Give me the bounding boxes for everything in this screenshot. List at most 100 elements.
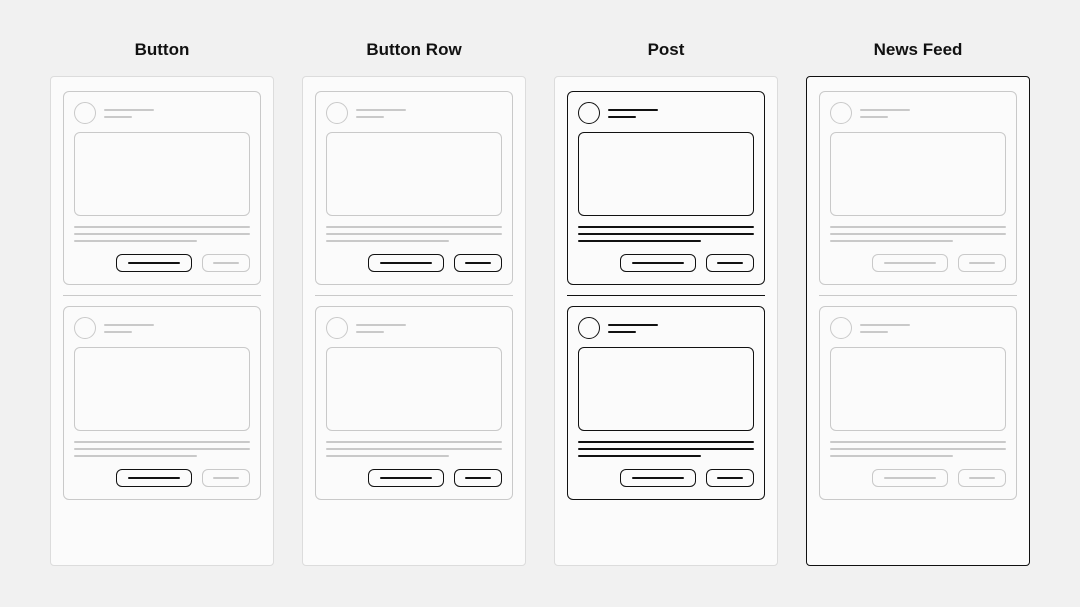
button-row	[830, 254, 1006, 272]
secondary-button[interactable]	[706, 469, 754, 487]
meta-line	[860, 331, 888, 333]
feed-divider	[315, 295, 513, 296]
post-card	[567, 306, 765, 500]
text-lines	[74, 441, 250, 457]
text-line	[74, 233, 250, 235]
button-row	[74, 254, 250, 272]
post-meta	[104, 324, 154, 333]
post-card	[315, 91, 513, 285]
primary-button[interactable]	[620, 254, 696, 272]
button-label-line	[969, 477, 995, 479]
meta-line	[356, 331, 384, 333]
text-lines	[578, 441, 754, 457]
text-lines	[326, 441, 502, 457]
meta-line	[608, 324, 658, 326]
secondary-button[interactable]	[202, 469, 250, 487]
meta-line	[608, 116, 636, 118]
phone-frame	[554, 76, 778, 566]
button-label-line	[969, 262, 995, 264]
image-placeholder	[578, 132, 754, 216]
primary-button[interactable]	[872, 469, 948, 487]
post-meta	[608, 109, 658, 118]
text-lines	[578, 226, 754, 242]
button-row	[830, 469, 1006, 487]
meta-line	[860, 324, 910, 326]
button-row	[74, 469, 250, 487]
avatar-icon	[578, 317, 600, 339]
text-lines	[830, 226, 1006, 242]
button-label-line	[380, 262, 432, 264]
primary-button[interactable]	[620, 469, 696, 487]
text-line	[74, 226, 250, 228]
text-line	[830, 240, 953, 242]
secondary-button[interactable]	[202, 254, 250, 272]
avatar-icon	[74, 102, 96, 124]
text-line	[326, 455, 449, 457]
post-meta	[356, 324, 406, 333]
button-row	[326, 469, 502, 487]
secondary-button[interactable]	[454, 254, 502, 272]
avatar-icon	[578, 102, 600, 124]
post-card	[819, 306, 1017, 500]
phone-frame	[806, 76, 1030, 566]
feed-divider	[567, 295, 765, 296]
image-placeholder	[326, 347, 502, 431]
button-row	[578, 254, 754, 272]
post-header	[74, 317, 250, 339]
secondary-button[interactable]	[454, 469, 502, 487]
diagram-stage: Button Button RowPost News Feed	[0, 0, 1080, 596]
column-post: Post	[554, 40, 778, 566]
phone-frame	[302, 76, 526, 566]
image-placeholder	[74, 347, 250, 431]
text-line	[326, 240, 449, 242]
button-label-line	[465, 262, 491, 264]
meta-line	[356, 116, 384, 118]
column-title: News Feed	[874, 40, 963, 60]
meta-line	[104, 331, 132, 333]
meta-line	[104, 324, 154, 326]
meta-line	[608, 331, 636, 333]
column-buttonrow: Button Row	[302, 40, 526, 566]
button-label-line	[717, 262, 743, 264]
primary-button[interactable]	[872, 254, 948, 272]
primary-button[interactable]	[116, 254, 192, 272]
meta-line	[104, 116, 132, 118]
post-meta	[860, 109, 910, 118]
post-card	[819, 91, 1017, 285]
meta-line	[608, 109, 658, 111]
post-header	[74, 102, 250, 124]
post-card	[63, 91, 261, 285]
primary-button[interactable]	[368, 254, 444, 272]
avatar-icon	[830, 317, 852, 339]
text-line	[74, 448, 250, 450]
button-row	[578, 469, 754, 487]
button-label-line	[884, 262, 936, 264]
primary-button[interactable]	[116, 469, 192, 487]
button-row	[326, 254, 502, 272]
text-line	[578, 455, 701, 457]
text-line	[74, 441, 250, 443]
text-line	[830, 441, 1006, 443]
avatar-icon	[326, 102, 348, 124]
secondary-button[interactable]	[958, 469, 1006, 487]
button-label-line	[632, 477, 684, 479]
text-line	[830, 226, 1006, 228]
button-label-line	[717, 477, 743, 479]
post-header	[830, 317, 1006, 339]
image-placeholder	[830, 132, 1006, 216]
image-placeholder	[74, 132, 250, 216]
meta-line	[860, 109, 910, 111]
text-line	[326, 233, 502, 235]
button-label-line	[213, 477, 239, 479]
text-lines	[74, 226, 250, 242]
column-title: Button	[135, 40, 190, 60]
button-label-line	[884, 477, 936, 479]
secondary-button[interactable]	[958, 254, 1006, 272]
feed-divider	[63, 295, 261, 296]
meta-line	[860, 116, 888, 118]
image-placeholder	[830, 347, 1006, 431]
text-line	[578, 226, 754, 228]
text-line	[326, 226, 502, 228]
primary-button[interactable]	[368, 469, 444, 487]
secondary-button[interactable]	[706, 254, 754, 272]
